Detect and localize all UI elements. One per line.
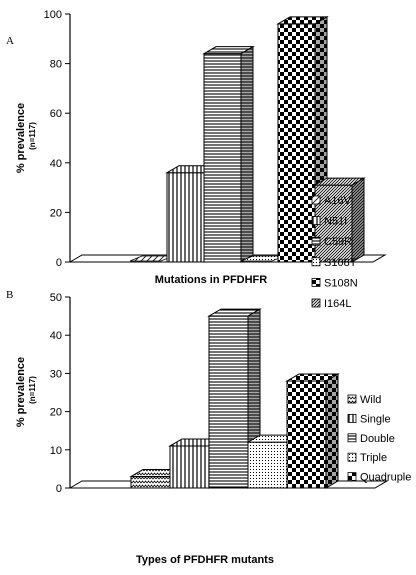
panel-b-legend-label: Single	[360, 413, 391, 425]
panel-a-bar-side	[351, 177, 365, 263]
panel-a-legend-label: I164L	[324, 298, 352, 310]
panel-b-label: B	[6, 289, 13, 301]
panel-a-y-axis-sublabel: (n=117)	[28, 122, 37, 150]
panel-b-legend-swatch	[347, 433, 357, 443]
panel-b-legend-swatch	[347, 394, 357, 404]
panel-b-y-tick-label: 30	[50, 368, 62, 380]
chart-panel-a: A 0 20 40 60 80 100 % prevalence (n=117) A16V N51I…	[6, 9, 387, 310]
panel-a-bar-side	[240, 45, 254, 263]
panel-b-y-axis-sublabel: (n=117)	[28, 376, 37, 404]
panel-a-y-tick-label: 80	[50, 59, 62, 71]
panel-a-legend-label: S108T	[324, 257, 357, 269]
panel-a-y-tick-label: 60	[50, 108, 62, 120]
panel-a-y-tick-label: 0	[56, 257, 62, 269]
panel-b-y-axis-label: % prevalence	[15, 357, 27, 427]
panel-b-y-tick-label: 20	[50, 407, 62, 419]
panel-a-legend-swatch	[311, 236, 321, 246]
panel-b-y-tick-label: 10	[50, 445, 62, 457]
panel-a-legend-label: N51I	[324, 216, 347, 228]
panel-b-legend-swatch	[347, 452, 357, 462]
panel-a-legend-swatch	[311, 257, 321, 267]
panel-b-bar-side-shade	[326, 374, 338, 488]
panel-b-legend-swatch	[347, 413, 357, 423]
panel-a-legend-swatch	[311, 298, 321, 308]
panel-a-legend-label: A16V	[324, 195, 352, 207]
panel-a-y-axis-label: % prevalence	[15, 103, 27, 173]
panel-b-y-tick-label: 50	[50, 292, 62, 304]
panel-a-legend-label: S108N	[324, 277, 358, 289]
panel-a-legend-swatch	[311, 195, 321, 205]
panel-a-bar-side-shade	[241, 46, 253, 263]
panel-b-bar	[208, 315, 249, 489]
panel-b-bar	[286, 380, 327, 489]
panel-b-legend-label: Double	[360, 433, 395, 445]
panel-a-label: A	[6, 35, 14, 47]
panel-b-bar	[130, 476, 171, 489]
panel-a-bar-side-shade	[352, 178, 364, 262]
panel-a-y-tick-label: 40	[50, 158, 62, 170]
panel-b-y-tick-label: 40	[50, 330, 62, 342]
panel-b-legend-label: Wild	[360, 394, 381, 406]
panel-a-bar	[166, 172, 205, 263]
panel-b-bar	[247, 441, 288, 489]
panel-b-legend-swatch	[347, 472, 357, 482]
panel-a-y-tick-label: 100	[44, 9, 62, 21]
panel-b-x-axis-label: Types of PFDHFR mutants	[136, 554, 274, 566]
panel-a-x-axis-label: Mutations in PFDHFR	[155, 274, 267, 286]
panel-a-bar	[203, 53, 242, 263]
panel-a-y-tick-label: 20	[50, 207, 62, 219]
panel-a-legend-swatch	[311, 277, 321, 287]
panel-b-legend-label: Triple	[360, 452, 387, 464]
panel-b-bar-side	[325, 373, 339, 489]
chart-panel-b: B 0 10 20 30 40 50 % prevalence (n=117) Wild Singl…	[6, 289, 411, 566]
panel-a-legend-swatch	[311, 216, 321, 226]
panel-a-bar	[277, 23, 316, 263]
panel-b-bar	[169, 445, 210, 489]
panel-a-legend-label: C59R	[324, 236, 352, 248]
panel-b-y-tick-label: 0	[56, 483, 62, 495]
panel-b-legend-label: Quadruple	[360, 472, 411, 484]
